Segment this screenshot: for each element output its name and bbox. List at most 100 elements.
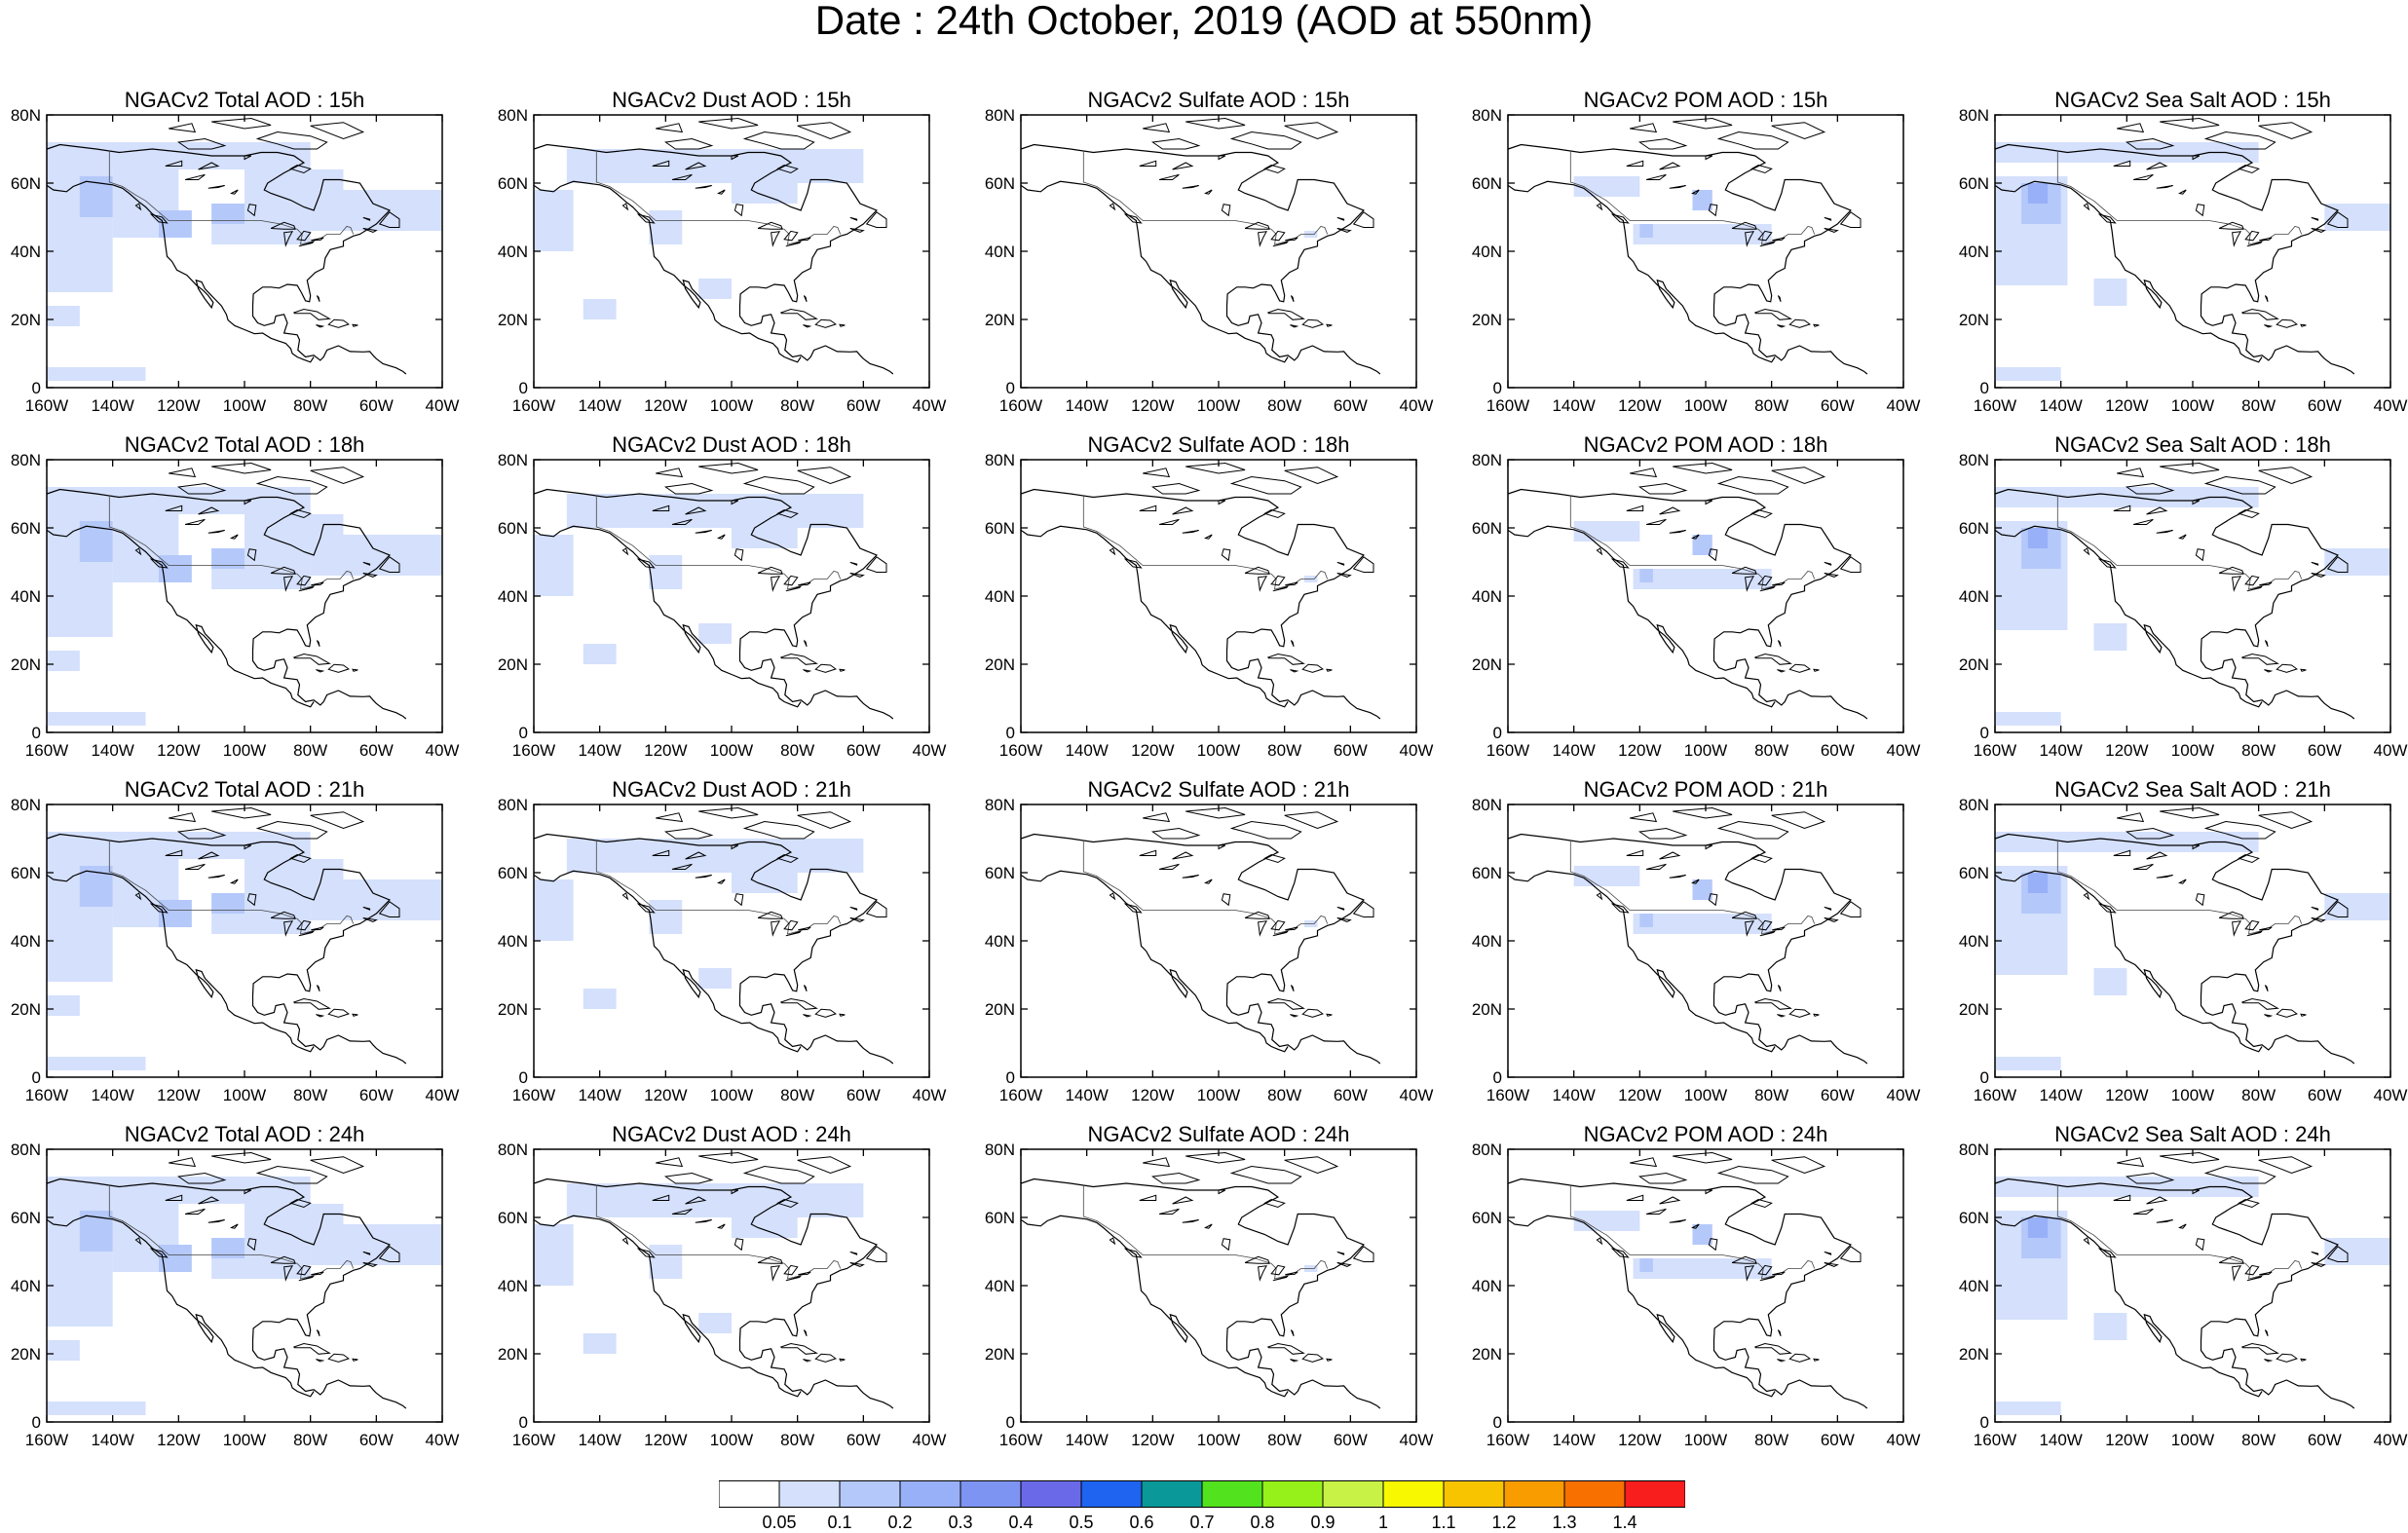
coastline-island xyxy=(1637,137,1688,150)
coastline-island xyxy=(2113,849,2131,856)
coastline-island xyxy=(149,213,169,224)
coastline-island xyxy=(1669,1219,1686,1223)
coastline-island xyxy=(1258,231,1268,247)
coastline-island xyxy=(2240,1342,2279,1355)
coastline-island xyxy=(1645,1208,1667,1215)
map-plot xyxy=(1994,459,2391,733)
coastline-island xyxy=(1691,534,1700,540)
coastline-island xyxy=(1777,985,1782,991)
coastline-island xyxy=(1637,482,1688,495)
lat-label: 0 xyxy=(1492,724,1502,742)
coastline-island xyxy=(230,534,239,540)
coastline-island xyxy=(246,1238,257,1252)
lat-label: 80N xyxy=(1471,796,1502,814)
panel-title: NGACv2 POM AOD : 15h xyxy=(1583,88,1828,112)
coastline-island xyxy=(1263,1198,1286,1209)
coastline-island xyxy=(184,173,206,180)
colorbar-tick-label: 0.3 xyxy=(948,1513,973,1532)
lon-label: 140W xyxy=(2039,1086,2083,1104)
coastline-island xyxy=(2113,505,2131,511)
coastline-island xyxy=(1839,1246,1862,1262)
coastline-island xyxy=(1150,827,1201,840)
country-border xyxy=(1569,1184,1816,1280)
coastline-island xyxy=(2244,1264,2260,1276)
coastline-island xyxy=(1272,1275,1289,1282)
coastline-island xyxy=(134,1237,142,1246)
map-panel-total-18h: NGACv2 Total AOD : 18h 80N 60N 40N 20N 0 160W 1… xyxy=(11,434,460,766)
coastline-island xyxy=(1759,1275,1776,1282)
coastline-island xyxy=(2083,547,2090,556)
coastline-island xyxy=(663,137,714,150)
coastline-island xyxy=(695,530,712,534)
coastline-island xyxy=(2146,506,2168,515)
coastline-island xyxy=(1172,1196,1194,1205)
coastline-island xyxy=(1750,853,1773,864)
lon-label: 140W xyxy=(91,396,134,415)
aod-fill-region xyxy=(732,514,798,548)
coastline-island xyxy=(2238,1198,2260,1209)
aod-fill-region xyxy=(47,832,311,859)
coastline-island xyxy=(1824,216,1832,221)
coastline-island xyxy=(2258,811,2314,830)
coastline-island xyxy=(362,561,371,566)
panel-title: NGACv2 Total AOD : 15h xyxy=(124,88,365,112)
coastline-island xyxy=(814,1353,837,1363)
coastline-island xyxy=(803,324,812,328)
coastline-island xyxy=(311,237,324,242)
lon-label: 100W xyxy=(222,1431,267,1449)
aod-fill-region xyxy=(211,548,245,569)
coastline-island xyxy=(783,1264,799,1276)
lat-label: 40N xyxy=(1471,243,1502,261)
lon-label: 120W xyxy=(644,396,688,415)
country-border xyxy=(2056,1184,2303,1280)
coastline-island xyxy=(1139,849,1157,856)
colorbar-box xyxy=(718,1480,780,1508)
lat-label: 0 xyxy=(1979,724,1989,742)
coastline-island xyxy=(169,123,197,133)
panel-title: NGACv2 Total AOD : 24h xyxy=(124,1122,365,1146)
lon-label: 140W xyxy=(1065,1431,1109,1449)
lon-label: 160W xyxy=(998,1431,1043,1449)
aod-fill-region xyxy=(245,514,344,555)
coastline-island xyxy=(2160,117,2220,130)
lat-label: 20N xyxy=(10,311,41,329)
coastline-island xyxy=(246,548,257,562)
aod-fill-region xyxy=(583,299,617,319)
coastline-island xyxy=(1771,467,1826,485)
map-panel-dust-15h: NGACv2 Dust AOD : 15h 80N 60N 40N 20N 0 160W 14… xyxy=(498,90,947,421)
coastline-island xyxy=(2240,997,2279,1010)
coastline-island xyxy=(1143,1157,1171,1168)
lat-label: 40N xyxy=(10,587,41,606)
coastline-island xyxy=(797,1156,852,1175)
coastline-island xyxy=(1244,1255,1270,1264)
coastline-island xyxy=(169,812,197,823)
coastline-island xyxy=(2146,162,2168,170)
map-plot xyxy=(1507,459,1904,733)
coastline-island xyxy=(2178,879,2187,884)
aod-fill-region xyxy=(583,1333,617,1354)
coastline-island xyxy=(849,216,858,221)
coastline-island xyxy=(1626,160,1644,167)
coastline-island xyxy=(362,573,378,578)
coastline-island xyxy=(310,122,365,140)
coastline-island xyxy=(2083,892,2090,901)
lat-label: 20N xyxy=(497,311,528,329)
lat-label: 20N xyxy=(1471,311,1502,329)
coastline-island xyxy=(2125,827,2175,840)
coastline-island xyxy=(1777,1359,1787,1363)
coastline-island xyxy=(797,811,852,830)
coastline-island xyxy=(1753,997,1792,1010)
coastline-island xyxy=(1285,1271,1298,1276)
coastline-island xyxy=(2132,1208,2154,1215)
lat-label: 40N xyxy=(984,587,1015,606)
lon-label: 160W xyxy=(998,1086,1043,1104)
lon-label: 140W xyxy=(578,1431,621,1449)
coastline-island xyxy=(1626,849,1644,856)
lat-label: 80N xyxy=(1471,1140,1502,1159)
country-border xyxy=(1082,495,1329,590)
map-plot xyxy=(1994,804,2391,1078)
colorbar-box xyxy=(1382,1480,1445,1508)
coastline xyxy=(47,488,407,720)
coastline-island xyxy=(207,1219,225,1223)
panel-title: NGACv2 Sea Salt AOD : 24h xyxy=(2054,1122,2331,1146)
